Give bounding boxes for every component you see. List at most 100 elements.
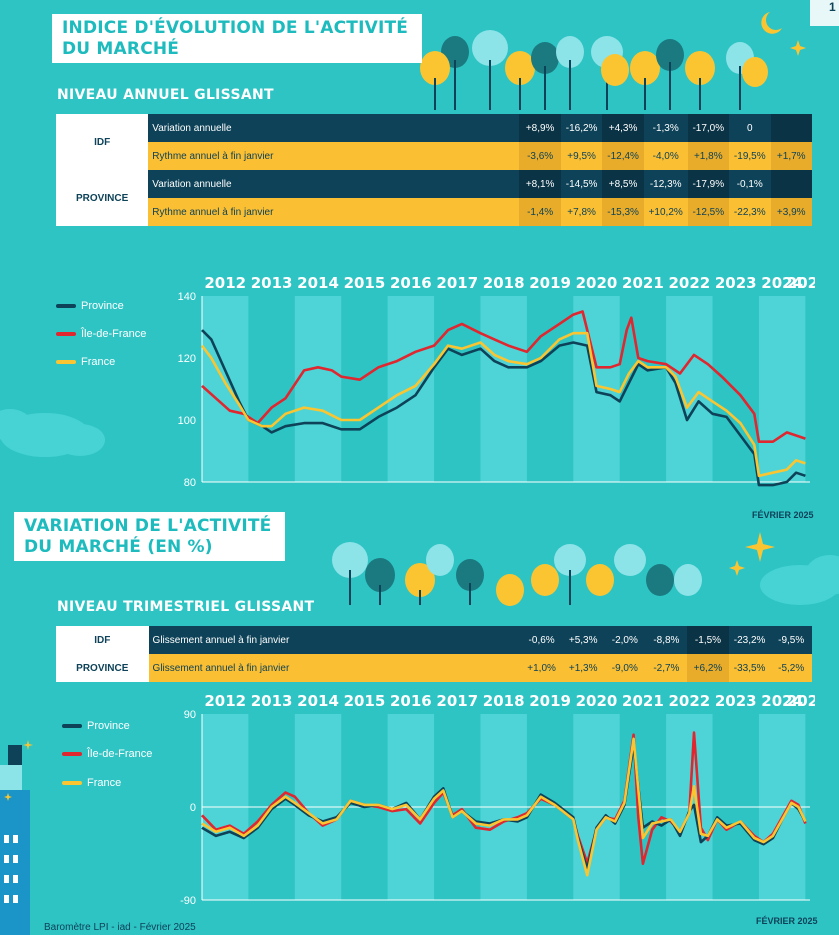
year-label: 2024 — [761, 274, 803, 292]
page-number: 1 — [829, 0, 836, 14]
section2-table: IDF Glissement annuel à fin janvier -0,6% +… — [56, 626, 812, 682]
legend2-province-label: Province — [87, 720, 130, 732]
section1-subtitle: NIVEAU ANNUEL GLISSANT — [57, 87, 274, 103]
year-label: 2024 — [761, 692, 803, 710]
section1-source: FÉVRIER 2025 — [752, 510, 814, 520]
value-cell: -23,2% — [728, 626, 771, 654]
value-cell: -0,6% — [520, 626, 563, 654]
value-cell: -33,5% — [728, 654, 771, 682]
section1-title-line1: INDICE D'ÉVOLUTION DE L'ACTIVITÉ — [62, 18, 409, 38]
value-cell: -12,5% — [687, 198, 730, 226]
legend-france-label: France — [81, 356, 116, 368]
value-cell: -17,9% — [687, 170, 730, 198]
cloud-icon — [0, 409, 105, 457]
row-label: Variation annuelle — [148, 114, 520, 142]
tree-illustration-top — [420, 30, 768, 110]
year-label: 2016 — [390, 692, 432, 710]
y-tick-label: 100 — [178, 415, 196, 427]
legend-idf-label: Île-de-France — [81, 328, 147, 340]
section2-title-line1: VARIATION DE L'ACTIVITÉ — [24, 516, 272, 536]
value-cell: +6,2% — [687, 654, 729, 682]
section2-source: FÉVRIER 2025 — [756, 916, 818, 926]
year-label: 2018 — [483, 274, 525, 292]
value-cell: +7,8% — [560, 198, 603, 226]
year-label: 2014 — [297, 274, 339, 292]
y-tick-label: 120 — [178, 353, 196, 365]
legend-province-label: Province — [81, 300, 124, 312]
chart-activity-variation: 2012 2013 2014 2015 2016 2017 2018 2019 2020 2021… — [180, 692, 815, 907]
value-cell: +5,3% — [562, 626, 604, 654]
star-icon — [729, 560, 745, 576]
table-row: PROVINCE Variation annuelle +8,1% -14,5% +8,… — [56, 170, 812, 226]
value-cell: +1,0% — [520, 654, 563, 682]
region-label: PROVINCE — [56, 170, 149, 226]
value-cell: -3,6% — [519, 142, 561, 170]
region-label: IDF — [56, 114, 149, 170]
building-illustration — [0, 740, 33, 935]
row-label: Rythme annuel à fin janvier — [148, 142, 520, 170]
value-cell: -1,4% — [519, 198, 561, 226]
value-cell: -2,0% — [604, 626, 646, 654]
value-cell: +10,2% — [643, 198, 688, 226]
year-label: 2019 — [529, 274, 571, 292]
chart-activity-index: 2012 2013 2014 2015 2016 2017 2018 2019 2020 2021… — [178, 274, 815, 489]
series-line-province — [201, 329, 806, 487]
value-cell: -17,0% — [687, 114, 730, 142]
table-row: Rythme annuel à fin janvier -1,4% +7,8% -15… — [56, 198, 812, 226]
footer-text: Baromètre LPI - iad - Février 2025 — [44, 922, 196, 933]
row-label: Glissement annuel à fin janvier — [148, 654, 521, 682]
section1-table: IDF Variation annuelle +8,9% -16,2% +4,3% -1,… — [56, 114, 812, 226]
value-cell: +1,7% — [770, 142, 812, 170]
value-cell: -0,1% — [729, 170, 771, 198]
year-label: 2017 — [436, 274, 478, 292]
year-label: 2023 — [715, 274, 757, 292]
value-cell — [770, 170, 812, 198]
value-cell: +3,9% — [770, 198, 812, 226]
y-tick-label: -90 — [180, 895, 196, 907]
year-label: 2014 — [297, 692, 339, 710]
value-cell: -16,2% — [560, 114, 603, 142]
year-label: 2015 — [344, 692, 386, 710]
legend2-france-label: France — [87, 777, 122, 789]
year-label: 2013 — [251, 692, 293, 710]
year-label: 2015 — [344, 274, 386, 292]
section2-title-line2: DU MARCHÉ (EN %) — [24, 537, 213, 557]
year-label: 2025 — [787, 692, 815, 710]
value-cell: -1,5% — [687, 626, 729, 654]
cloud-icon — [760, 555, 839, 605]
series-line-province — [201, 743, 807, 871]
value-cell: -5,2% — [770, 654, 812, 682]
tree-illustration-middle — [332, 542, 702, 606]
value-cell: -8,8% — [645, 626, 688, 654]
row-label: Glissement annuel à fin janvier — [148, 626, 521, 654]
y-tick-label: 80 — [184, 477, 196, 489]
table-row: IDF Glissement annuel à fin janvier -0,6% +… — [56, 626, 812, 654]
value-cell: 0 — [729, 114, 771, 142]
year-label: 2012 — [204, 692, 246, 710]
table-row: Rythme annuel à fin janvier -3,6% +9,5% -12… — [56, 142, 812, 170]
value-cell: -22,3% — [729, 198, 771, 226]
value-cell — [770, 114, 812, 142]
value-cell: +8,1% — [519, 170, 561, 198]
year-label: 2016 — [390, 274, 432, 292]
value-cell: +8,5% — [602, 170, 644, 198]
value-cell: +9,5% — [560, 142, 603, 170]
table-row: IDF Variation annuelle +8,9% -16,2% +4,3% -1,… — [56, 114, 812, 170]
year-label: 2020 — [576, 692, 618, 710]
table-row: PROVINCE Glissement annuel à fin janvier +… — [56, 654, 812, 682]
value-cell: +4,3% — [602, 114, 644, 142]
year-label: 2022 — [668, 274, 710, 292]
section1-title: INDICE D'ÉVOLUTION DE L'ACTIVITÉ DU MARC… — [52, 14, 423, 63]
year-band — [294, 296, 342, 482]
y-tick-label: 90 — [184, 709, 196, 721]
legend2-province: Province — [62, 720, 130, 732]
value-cell: +8,9% — [519, 114, 561, 142]
year-band — [666, 296, 713, 482]
series-line-france — [200, 331, 806, 478]
year-label: 2018 — [483, 692, 525, 710]
y-tick-label: 0 — [190, 802, 196, 814]
year-band — [202, 296, 249, 482]
year-band — [758, 296, 806, 482]
section1-title-line2: DU MARCHÉ — [62, 39, 180, 59]
